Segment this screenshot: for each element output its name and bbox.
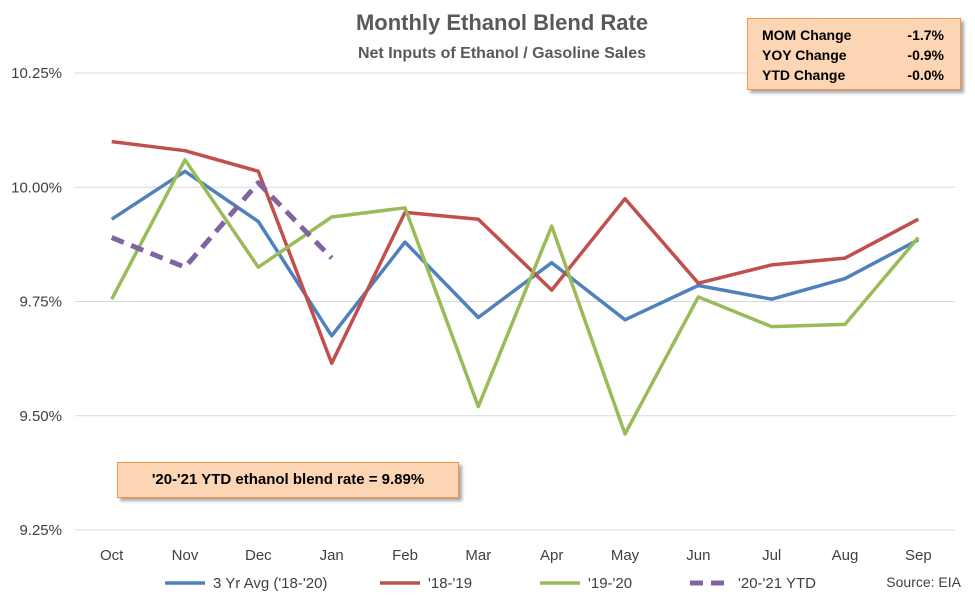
change-value: -1.7% [907,27,944,43]
x-axis-ticks: Oct Nov Dec Jan Feb Mar Apr May Jun Jul Aug Sep [100,547,932,564]
legend: 3 Yr Avg ('18-'20) '18-'19 '19-'20 '20-'21 … [165,575,816,592]
series-line-1 [111,139,920,365]
source-label: Source: EIA [886,574,961,590]
legend-label: 3 Yr Avg ('18-'20) [213,575,327,592]
change-summary-box: MOM Change -1.7% YOY Change -0.9% YTD Ch… [747,18,961,90]
x-tick-label: Feb [392,547,418,564]
chart-subtitle: Net Inputs of Ethanol / Gasoline Sales [358,45,646,62]
change-value: -0.0% [907,67,944,83]
x-tick-label: Nov [172,547,199,564]
x-tick-label: Sep [905,547,932,564]
change-row-yoy: YOY Change -0.9% [748,45,960,65]
y-tick-label: 10.00% [11,179,62,196]
x-tick-label: Jan [320,547,344,564]
change-label: YOY Change [762,47,847,63]
y-tick-label: 9.75% [19,294,62,311]
x-tick-label: Oct [100,547,124,564]
ytd-blend-rate-note: '20-'21 YTD ethanol blend rate = 9.89% [117,462,459,498]
legend-label: '20-'21 YTD [738,575,816,592]
change-row-mom: MOM Change -1.7% [748,25,960,45]
change-label: MOM Change [762,27,852,43]
chart-title: Monthly Ethanol Blend Rate [356,10,648,35]
x-tick-label: Jun [686,547,710,564]
x-tick-label: May [611,547,640,564]
x-tick-label: Mar [465,547,491,564]
series-line-0 [110,169,920,338]
y-tick-label: 10.25% [11,65,62,82]
x-tick-label: Apr [540,547,563,564]
gridlines [75,72,955,531]
y-tick-label: 9.50% [19,408,62,425]
x-tick-label: Aug [832,547,859,564]
x-tick-label: Dec [245,547,272,564]
series-line-3 [110,180,334,270]
series-line-2 [110,158,920,436]
legend-label: '19-'20 [588,575,632,592]
legend-label: '18-'19 [428,575,472,592]
y-axis-ticks: 9.25% 9.50% 9.75% 10.00% 10.25% [11,65,62,539]
change-value: -0.9% [907,47,944,63]
change-row-ytd: YTD Change -0.0% [748,65,960,85]
change-label: YTD Change [762,67,846,83]
series-lines [110,139,920,436]
y-tick-label: 9.25% [19,522,62,539]
x-tick-label: Jul [762,547,781,564]
